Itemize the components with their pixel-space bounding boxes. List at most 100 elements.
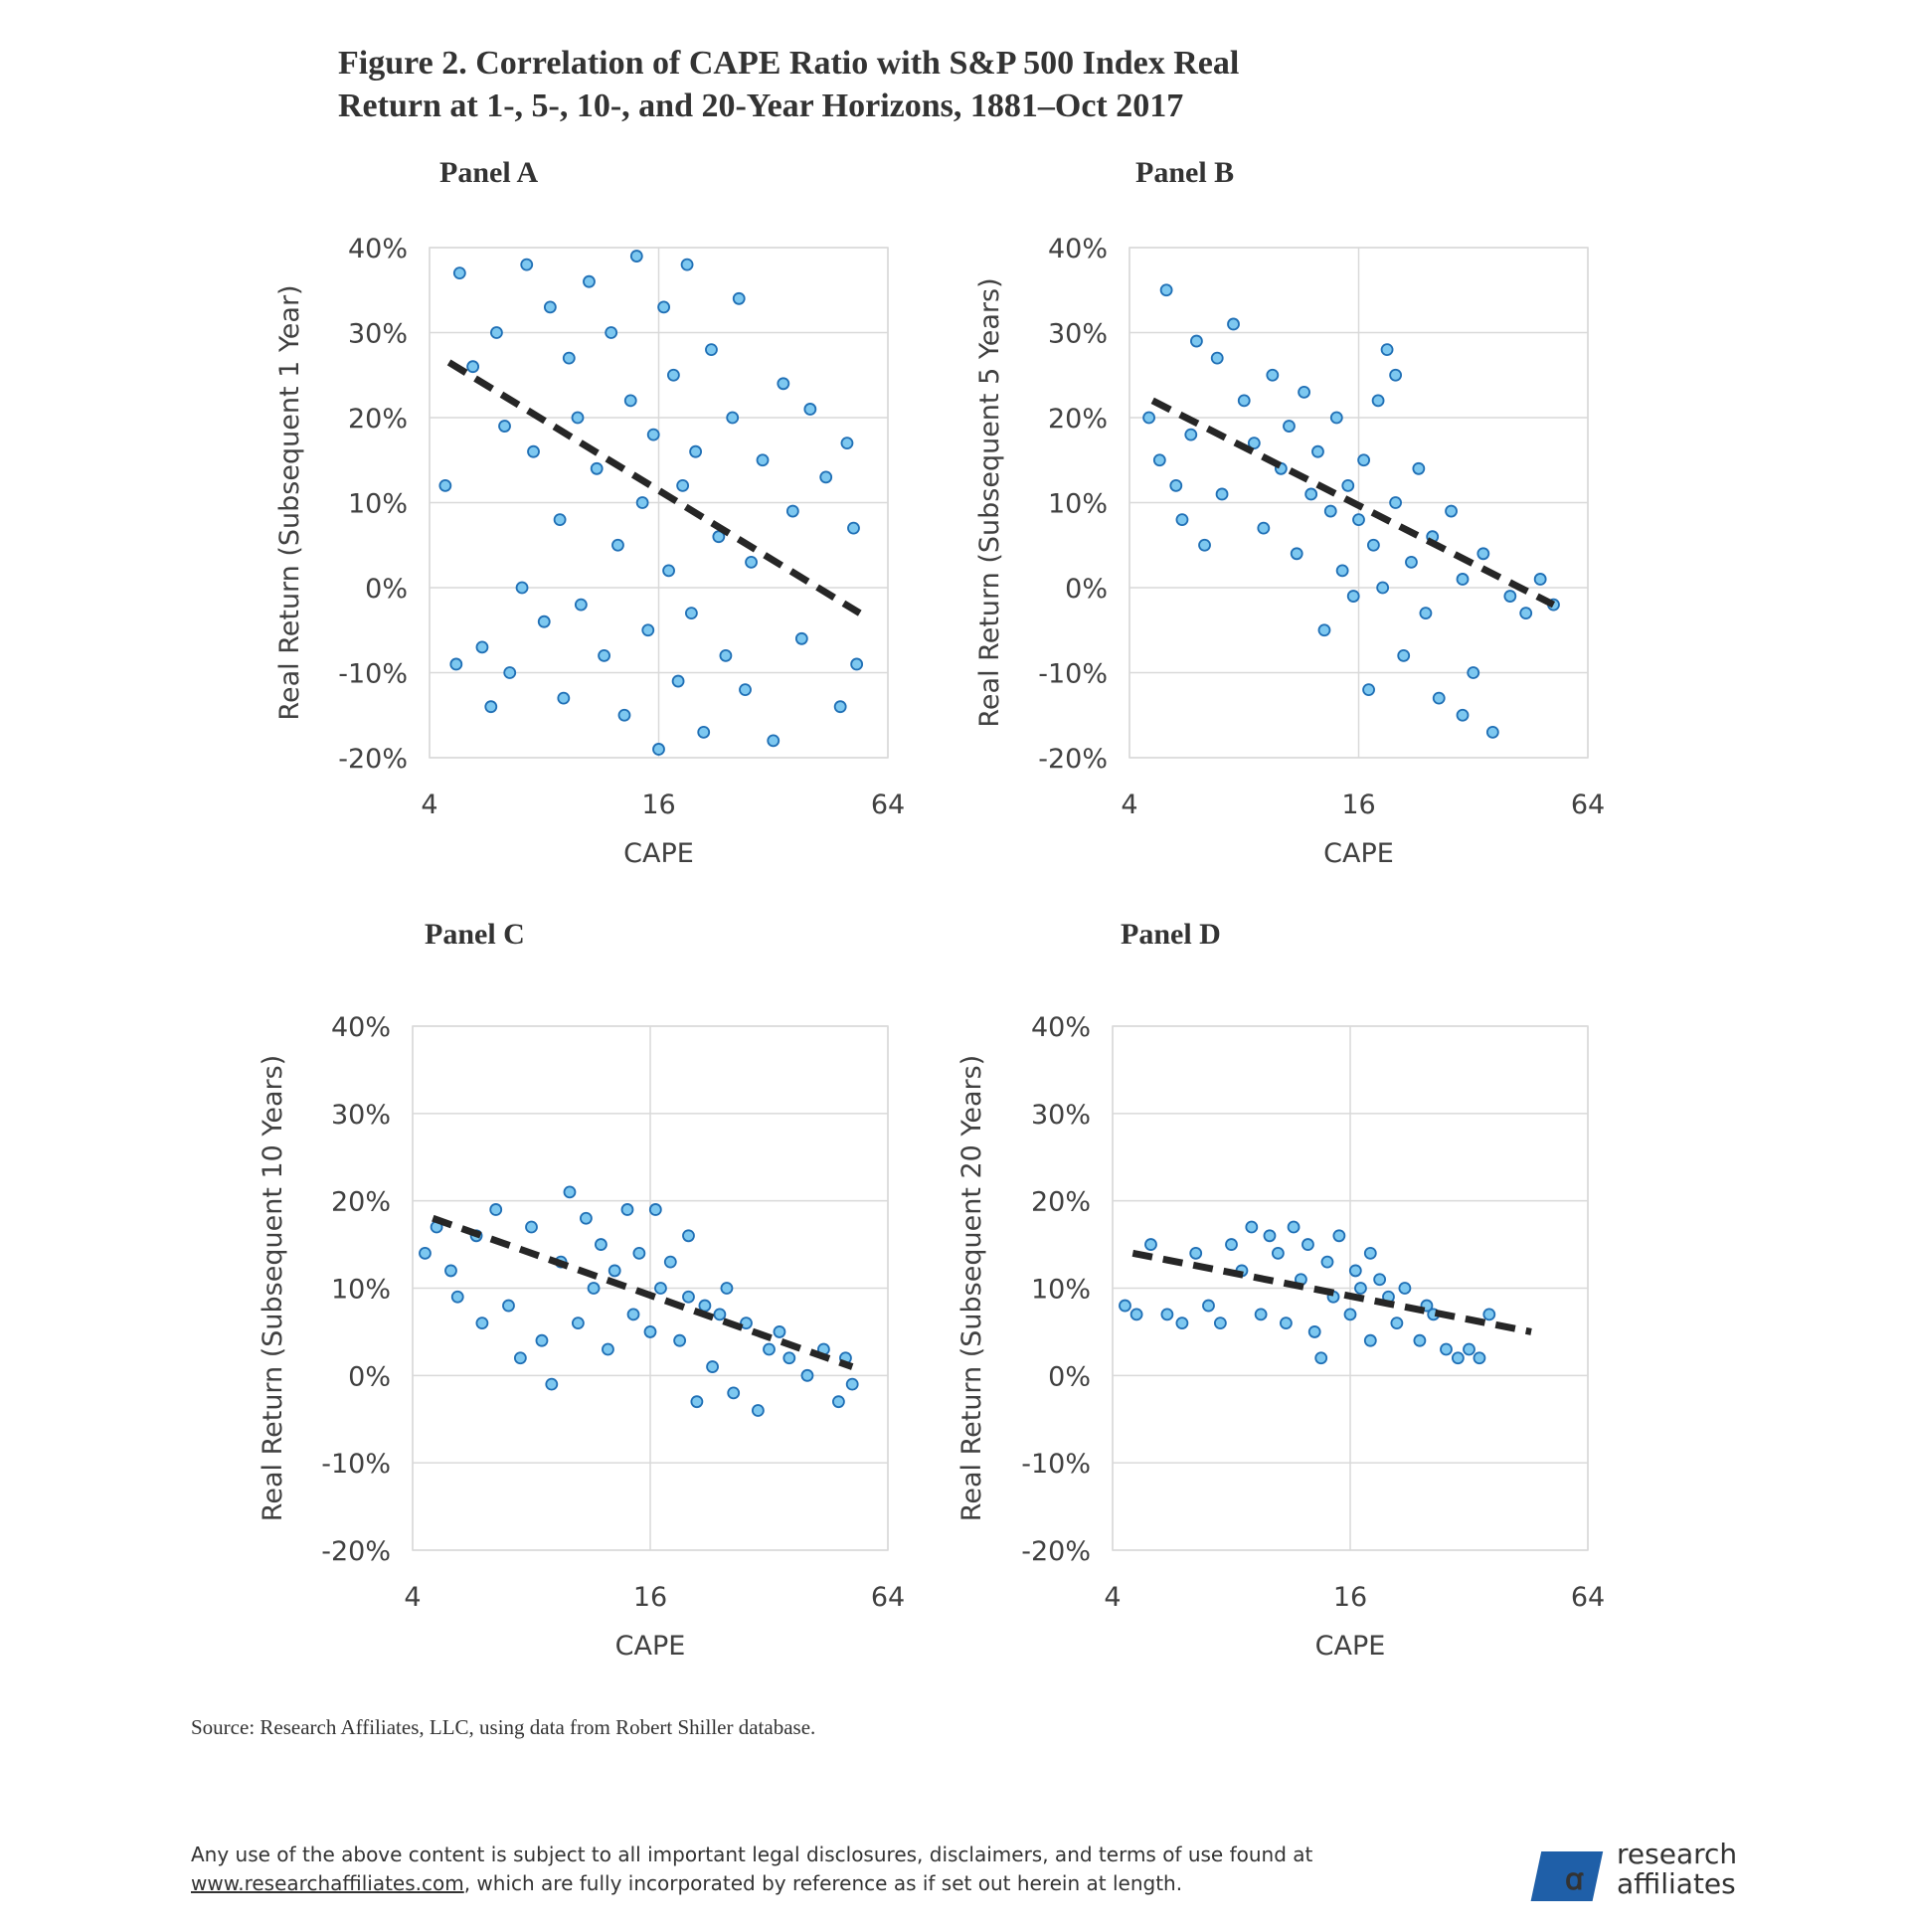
data-point (1190, 334, 1203, 348)
data-point (1119, 1299, 1131, 1313)
data-point (1354, 1282, 1367, 1295)
data-point (513, 1351, 527, 1365)
x-tick-label: 16 (633, 1582, 667, 1613)
data-point (676, 478, 690, 492)
x-axis-title: CAPE (615, 1631, 686, 1662)
data-point (490, 326, 503, 339)
website-link[interactable]: www.researchaffiliates.com (191, 1871, 464, 1895)
data-point (1419, 607, 1433, 620)
data-point (673, 1333, 687, 1347)
data-point (1346, 590, 1360, 603)
data-point (605, 326, 618, 339)
x-tick-label: 16 (1341, 790, 1375, 820)
data-point (1432, 691, 1446, 705)
logo: ꭤ research affiliates (1530, 1838, 1737, 1901)
data-point (777, 377, 790, 391)
y-tick-label: 20% (348, 404, 408, 435)
y-tick-label: 0% (365, 574, 408, 605)
y-tick-label: 40% (1048, 234, 1108, 264)
data-point (705, 343, 718, 357)
data-point (1376, 581, 1390, 595)
data-point (620, 1203, 634, 1216)
data-point (657, 300, 671, 314)
data-point (1363, 1246, 1377, 1260)
y-tick-label: 30% (331, 1100, 391, 1131)
data-point (527, 444, 540, 458)
data-point (1175, 1317, 1189, 1330)
panel: Panel C -20% -10% 0% 10% 20% 30% 40% 4 16 64 CAPE Re… (258, 918, 905, 1662)
x-tick-label: 4 (404, 1582, 421, 1613)
data-point (794, 631, 808, 645)
data-point (466, 360, 480, 374)
y-tick-label: -20% (1038, 744, 1108, 775)
data-point (1373, 1273, 1387, 1287)
data-point (1304, 487, 1318, 501)
data-point (1456, 573, 1470, 586)
x-tick-label: 16 (1333, 1582, 1367, 1613)
x-axis-title: CAPE (623, 838, 694, 869)
x-tick-label: 64 (1571, 790, 1605, 820)
data-point (756, 453, 770, 467)
x-tick-label: 64 (1571, 1582, 1605, 1613)
data-point (1213, 1317, 1227, 1330)
data-point (1245, 1220, 1259, 1234)
y-tick-label: -20% (321, 1536, 391, 1567)
data-point (1283, 420, 1296, 433)
title-line: Return at 1-, 5-, 10-, and 20-Year Horiz… (338, 88, 1183, 124)
x-tick-label: 4 (1104, 1582, 1121, 1613)
y-tick-label: 20% (331, 1187, 391, 1218)
data-point (1169, 478, 1183, 492)
data-point (1184, 428, 1198, 441)
y-axis-title: Real Return (Subsequent 10 Years) (258, 1055, 288, 1521)
data-point (719, 649, 733, 662)
data-point (1363, 1333, 1377, 1347)
data-point (1398, 1282, 1412, 1295)
x-tick-label: 64 (871, 1582, 905, 1613)
data-point (1290, 547, 1303, 561)
data-point (498, 420, 511, 433)
data-point (680, 258, 694, 271)
data-point (563, 1185, 577, 1199)
data-point (571, 1317, 585, 1330)
data-point (1341, 478, 1355, 492)
source-note: Source: Research Affiliates, LLC, using … (191, 1715, 815, 1739)
data-point (1348, 1264, 1362, 1278)
data-point (697, 725, 711, 739)
data-point (767, 734, 781, 748)
data-point (543, 300, 557, 314)
data-point (662, 564, 675, 578)
data-point (475, 1317, 489, 1330)
data-point (1317, 623, 1331, 637)
y-tick-label: 30% (348, 319, 408, 350)
x-tick-label: 4 (1121, 790, 1137, 820)
data-point (1405, 555, 1418, 569)
trend-line (432, 1214, 854, 1370)
data-point (1389, 368, 1403, 382)
data-point (629, 250, 643, 263)
data-point (840, 437, 854, 450)
data-point (1152, 453, 1166, 467)
data-point (745, 555, 758, 569)
data-point (484, 700, 498, 714)
data-point (590, 461, 604, 475)
data-point (1332, 1229, 1346, 1243)
data-point (419, 1246, 432, 1260)
data-point (1440, 1342, 1453, 1356)
data-point (763, 1342, 776, 1356)
data-point (562, 351, 576, 365)
panel-title: Panel A (439, 156, 539, 189)
data-point (438, 478, 452, 492)
logo-text: research (1617, 1838, 1737, 1870)
data-point (1389, 496, 1403, 509)
y-tick-label: 0% (1048, 1361, 1091, 1392)
y-tick-label: 0% (1065, 574, 1108, 605)
y-tick-label: 40% (331, 1012, 391, 1043)
data-point (845, 1377, 859, 1391)
data-point (1476, 547, 1490, 561)
data-point (732, 291, 746, 305)
data-point (1412, 461, 1426, 475)
title-line: Figure 2. Correlation of CAPE Ratio with… (338, 45, 1239, 82)
data-point (712, 530, 726, 544)
disclaimer: Any use of the above content is subject … (191, 1843, 1313, 1866)
